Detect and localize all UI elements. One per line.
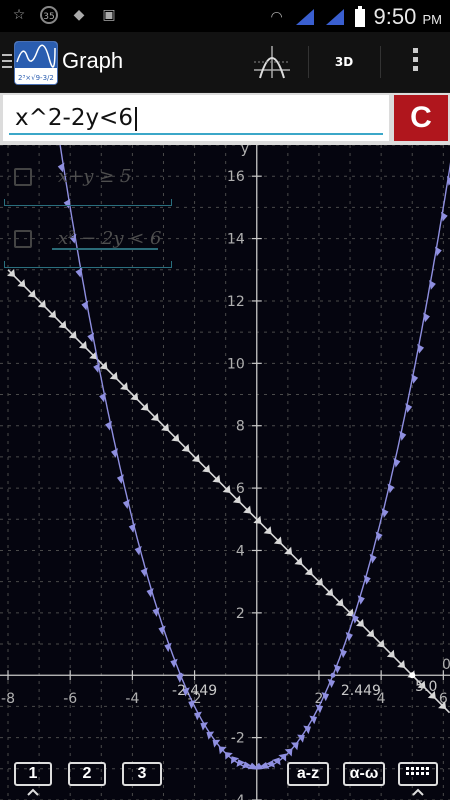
input-underline (9, 133, 383, 135)
equation-item-border (4, 199, 172, 206)
y-tick-label: 16 (227, 169, 245, 185)
equation-item-border (4, 261, 172, 268)
x-axis-marker-label: 0 (442, 657, 450, 673)
y-tick-label: 8 (236, 419, 245, 435)
clear-button[interactable]: C (394, 95, 448, 141)
app-bar: 2³×√9-3/2 Graph 3D (0, 32, 450, 93)
x-tick-label: -8 (1, 691, 15, 707)
toolbar-separator (380, 46, 381, 78)
intercept-point (409, 672, 415, 678)
y-tick-label: 2 (236, 606, 245, 622)
x-tick-label: -4 (125, 691, 139, 707)
clock-time: 9:50 (374, 4, 417, 29)
status-bar: ☆ 35 ◆ ▣ ◠ 9:50 PM (0, 0, 450, 32)
equation-label-1: x+y ≥ 5 (58, 166, 131, 187)
equation-item-2[interactable]: x² − 2y < 6 (4, 210, 172, 268)
clock-ampm: PM (423, 12, 443, 27)
expression-input-row: x^2-2y<6 C (0, 93, 450, 145)
equation-label-2: x² − 2y < 6 (58, 228, 162, 249)
dropbox-icon: ◆ (70, 6, 88, 24)
page-3-button[interactable]: 3 (122, 762, 162, 786)
expression-text: x^2-2y<6 (15, 105, 133, 131)
app-logo-graphic: 2³×√9-3/2 (15, 42, 57, 84)
toolbar-separator (308, 46, 309, 78)
page-2-button[interactable]: 2 (68, 762, 106, 786)
signal-icon (294, 7, 316, 27)
menu-icon[interactable] (2, 54, 12, 70)
expression-input[interactable]: x^2-2y<6 (3, 95, 389, 141)
equation-checkbox-1[interactable] (14, 168, 32, 186)
keyboard-icon (403, 764, 433, 780)
keyboard-selector: 1 2 3 a-z α-ω (0, 756, 450, 800)
clock: 9:50 PM (374, 4, 442, 30)
y-tick-label: 4 (236, 543, 245, 559)
latin-keys-button[interactable]: a-z (287, 762, 329, 786)
intercept-point (178, 673, 183, 678)
intercept-label: 5.0 (415, 679, 437, 695)
y-tick-label: -2 (231, 731, 245, 747)
x-tick-label: -6 (63, 691, 77, 707)
3d-button[interactable]: 3D (326, 48, 362, 76)
app-logo[interactable]: 2³×√9-3/2 (14, 41, 58, 85)
y-axis-label: y (241, 145, 249, 157)
y-tick-label: 10 (227, 356, 245, 372)
notification-count-badge: 35 (40, 6, 58, 24)
intercept-label: 2.449 (341, 683, 381, 699)
app-title: Graph (62, 48, 123, 74)
intercept-label: -2.449 (172, 683, 217, 699)
greek-keys-button[interactable]: α-ω (343, 762, 385, 786)
equation-list: x+y ≥ 5 x² − 2y < 6 (4, 148, 172, 272)
svg-text:2³×√9-3/2: 2³×√9-3/2 (18, 74, 54, 82)
y-tick-label: 14 (227, 232, 245, 248)
wifi-icon: ◠ (268, 8, 286, 26)
equation-selection-line (52, 248, 158, 250)
y-tick-label: 12 (227, 294, 245, 310)
star-icon: ☆ (10, 6, 28, 24)
page-1-button[interactable]: 1 (14, 762, 52, 786)
overflow-menu-icon[interactable] (410, 48, 420, 76)
y-tick-label: 6 (236, 481, 245, 497)
equation-item-1[interactable]: x+y ≥ 5 (4, 148, 172, 206)
chevron-up-icon (27, 788, 39, 796)
keyboard-button[interactable] (398, 762, 438, 786)
image-icon: ▣ (100, 6, 118, 24)
chevron-up-icon (412, 788, 424, 796)
text-cursor (135, 107, 137, 131)
signal-icon-2 (324, 7, 346, 27)
intercept-point (330, 673, 335, 678)
battery-icon (354, 6, 366, 28)
equation-checkbox-2[interactable] (14, 230, 32, 248)
graph-mode-icon[interactable] (252, 44, 292, 80)
